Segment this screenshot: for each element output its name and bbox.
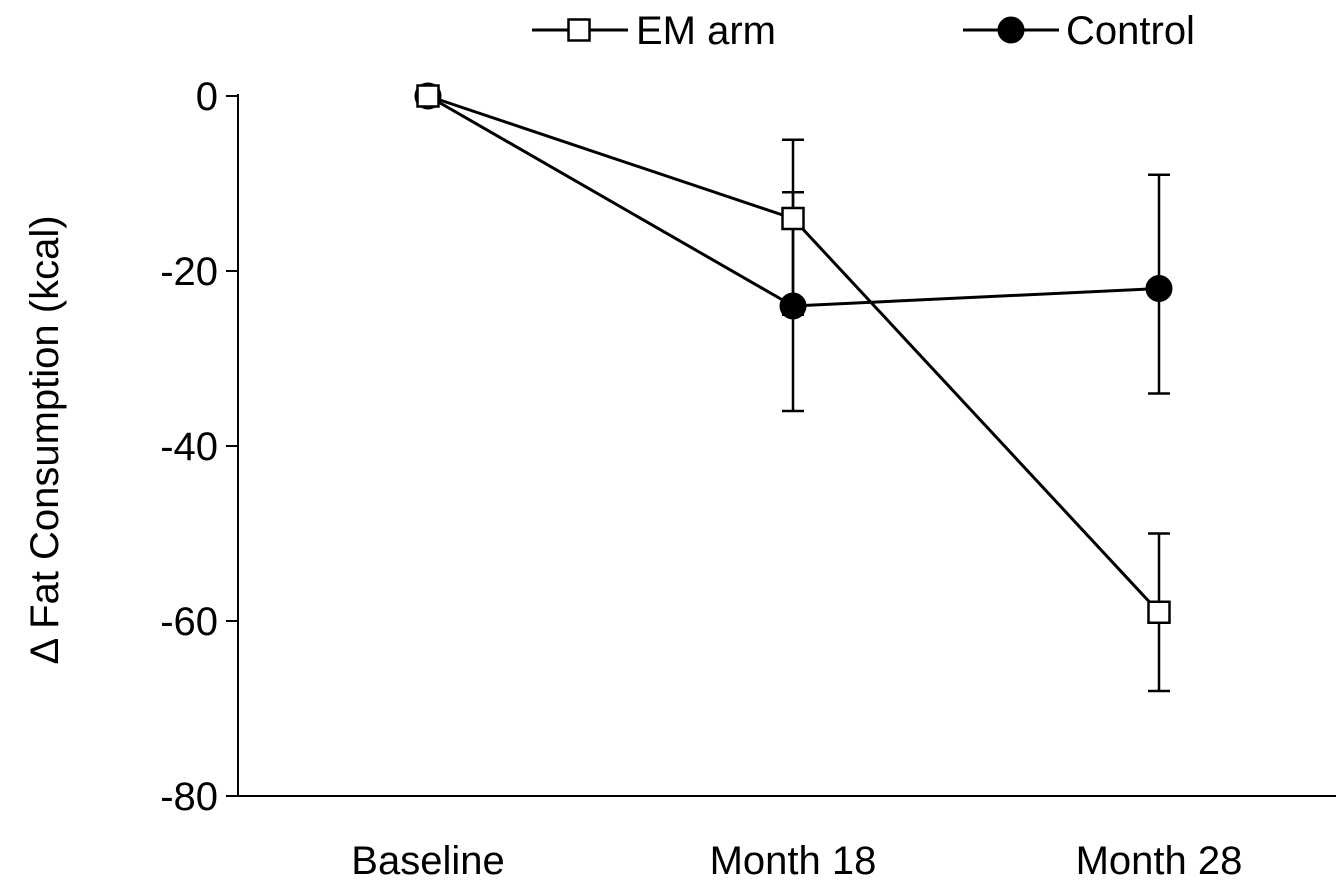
- x-tick-label: Month 28: [1076, 839, 1243, 883]
- em-arm-data-point: [1147, 600, 1171, 624]
- y-tick-label: -80: [160, 775, 218, 819]
- x-tick-label: Baseline: [351, 839, 504, 883]
- y-axis-title: Δ Fat Consumption (kcal): [23, 215, 67, 664]
- y-tick-label: -40: [160, 425, 218, 469]
- legend-marker-control: [997, 16, 1025, 44]
- y-tick-label: -20: [160, 250, 218, 294]
- em-arm-data-point: [416, 84, 440, 108]
- axes: 0 -20 -40 -60 -80 Baseline Month 18 Month 28: [160, 75, 1336, 883]
- control-data-point: [1145, 275, 1173, 302]
- y-tick-label: -60: [160, 600, 218, 644]
- x-tick-label: Month 18: [710, 839, 877, 883]
- legend-label-em-arm: EM arm: [636, 9, 776, 53]
- legend-label-control: Control: [1066, 9, 1195, 53]
- legend: EM arm Control: [532, 9, 1195, 53]
- y-tick-label: 0: [196, 75, 218, 119]
- control-data-point: [779, 292, 807, 320]
- legend-marker-em-arm: [567, 18, 591, 42]
- series-markers: [414, 82, 1173, 624]
- em-arm-data-point: [781, 206, 805, 231]
